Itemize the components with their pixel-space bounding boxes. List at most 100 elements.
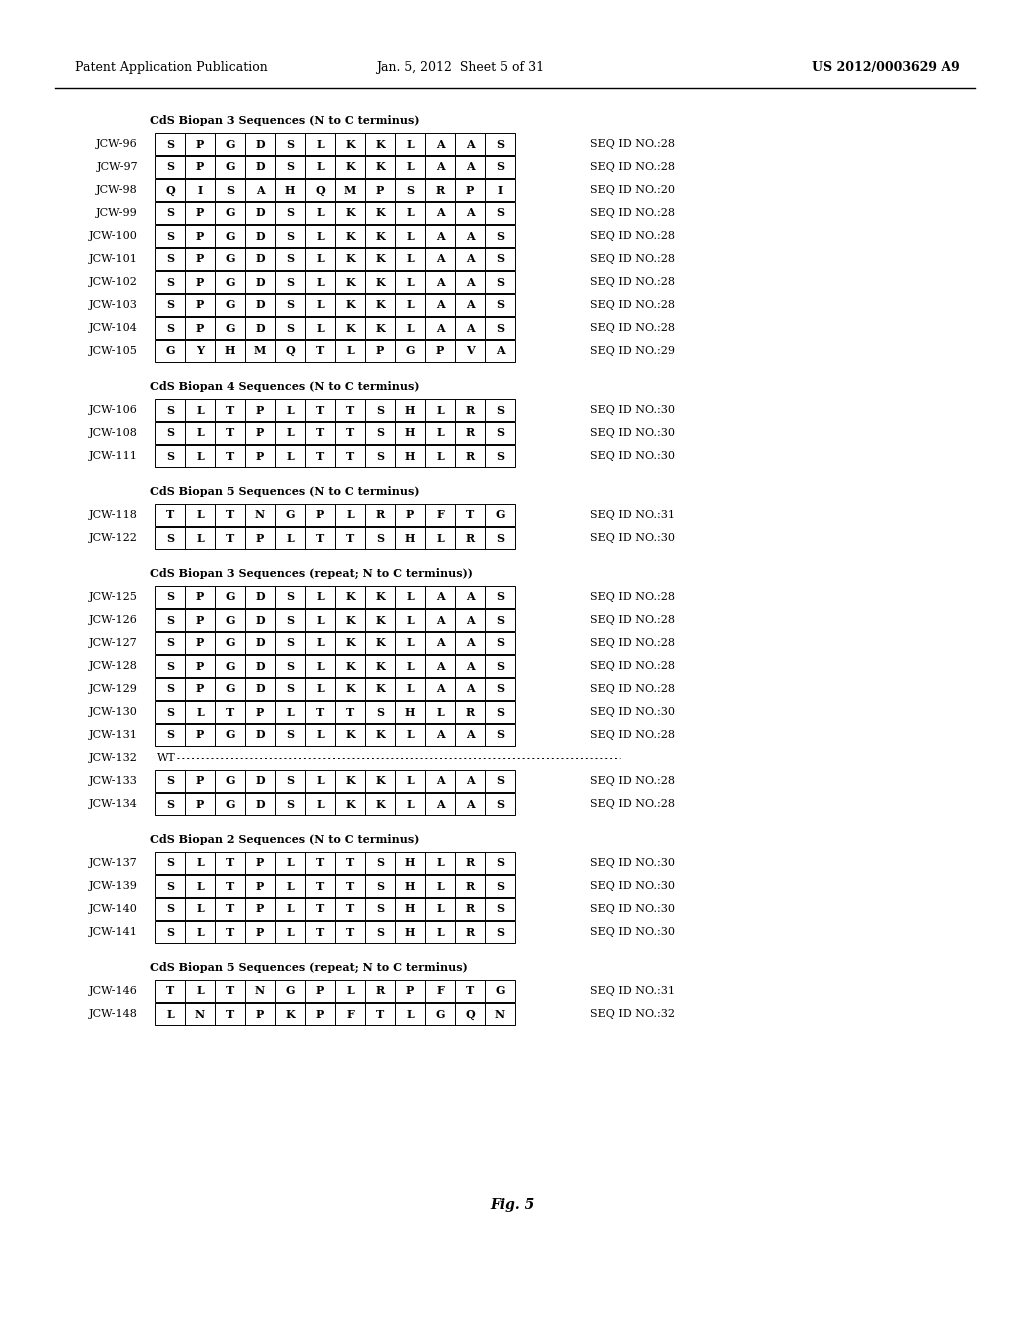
Text: SEQ ID NO.:20: SEQ ID NO.:20: [590, 185, 675, 195]
Bar: [305, 422, 335, 444]
Text: K: K: [375, 322, 385, 334]
Bar: [485, 248, 515, 271]
Text: S: S: [166, 231, 174, 242]
Bar: [455, 224, 485, 247]
Bar: [155, 701, 185, 723]
Bar: [185, 224, 215, 247]
Text: S: S: [496, 161, 504, 173]
Text: A: A: [466, 799, 474, 809]
Bar: [365, 341, 395, 362]
Text: S: S: [166, 903, 174, 915]
Text: S: S: [286, 300, 294, 310]
Text: CdS Biopan 3 Sequences (repeat; N to C terminus)): CdS Biopan 3 Sequences (repeat; N to C t…: [150, 568, 473, 579]
Bar: [155, 678, 185, 700]
Text: P: P: [196, 322, 204, 334]
Bar: [425, 1003, 455, 1026]
Bar: [275, 655, 305, 677]
Bar: [185, 632, 215, 653]
Text: SEQ ID NO.:30: SEQ ID NO.:30: [590, 405, 675, 414]
Bar: [275, 248, 305, 271]
Text: A: A: [466, 730, 474, 741]
Bar: [455, 271, 485, 293]
Text: S: S: [496, 730, 504, 741]
Bar: [155, 655, 185, 677]
Text: CdS Biopan 2 Sequences (N to C terminus): CdS Biopan 2 Sequences (N to C terminus): [150, 834, 420, 845]
Text: S: S: [166, 706, 174, 718]
Bar: [365, 271, 395, 293]
Bar: [215, 793, 245, 814]
Bar: [185, 898, 215, 920]
Text: G: G: [225, 253, 234, 264]
Bar: [305, 793, 335, 814]
Text: L: L: [407, 730, 414, 741]
Text: P: P: [196, 684, 204, 694]
Bar: [485, 701, 515, 723]
Text: R: R: [466, 706, 474, 718]
Text: T: T: [466, 510, 474, 520]
Text: H: H: [225, 346, 236, 356]
Text: H: H: [404, 404, 415, 416]
Text: T: T: [226, 404, 234, 416]
Bar: [305, 701, 335, 723]
Bar: [365, 586, 395, 609]
Bar: [395, 586, 425, 609]
Bar: [455, 399, 485, 421]
Bar: [215, 527, 245, 549]
Text: S: S: [166, 927, 174, 937]
Bar: [455, 875, 485, 898]
Text: S: S: [496, 776, 504, 787]
Text: H: H: [404, 858, 415, 869]
Bar: [185, 133, 215, 154]
Text: CdS Biopan 5 Sequences (repeat; N to C terminus): CdS Biopan 5 Sequences (repeat; N to C t…: [150, 962, 468, 973]
Bar: [365, 678, 395, 700]
Bar: [365, 979, 395, 1002]
Bar: [485, 632, 515, 653]
Bar: [305, 527, 335, 549]
Bar: [425, 586, 455, 609]
Text: G: G: [286, 986, 295, 997]
Text: SEQ ID NO.:28: SEQ ID NO.:28: [590, 300, 675, 310]
Bar: [155, 180, 185, 201]
Text: L: L: [286, 532, 294, 544]
Bar: [305, 632, 335, 653]
Bar: [275, 341, 305, 362]
Bar: [485, 445, 515, 467]
Bar: [245, 527, 275, 549]
Bar: [395, 341, 425, 362]
Bar: [155, 294, 185, 315]
Bar: [365, 1003, 395, 1026]
Bar: [185, 527, 215, 549]
Bar: [275, 224, 305, 247]
Text: A: A: [466, 300, 474, 310]
Text: K: K: [345, 638, 354, 648]
Text: P: P: [196, 207, 204, 219]
Text: Q: Q: [315, 185, 325, 195]
Bar: [185, 851, 215, 874]
Text: F: F: [436, 510, 444, 520]
Text: P: P: [196, 276, 204, 288]
Text: CdS Biopan 4 Sequences (N to C terminus): CdS Biopan 4 Sequences (N to C terminus): [150, 381, 420, 392]
Text: L: L: [316, 615, 324, 626]
Text: JCW-134: JCW-134: [89, 799, 138, 809]
Bar: [365, 875, 395, 898]
Bar: [245, 678, 275, 700]
Bar: [275, 586, 305, 609]
Text: S: S: [166, 276, 174, 288]
Text: P: P: [196, 300, 204, 310]
Bar: [245, 294, 275, 315]
Text: L: L: [286, 858, 294, 869]
Text: F: F: [346, 1008, 354, 1019]
Bar: [245, 723, 275, 746]
Text: L: L: [436, 858, 443, 869]
Text: T: T: [226, 986, 234, 997]
Bar: [215, 180, 245, 201]
Bar: [395, 399, 425, 421]
Bar: [425, 445, 455, 467]
Text: P: P: [196, 776, 204, 787]
Bar: [365, 632, 395, 653]
Text: A: A: [466, 253, 474, 264]
Bar: [185, 180, 215, 201]
Bar: [485, 678, 515, 700]
Text: L: L: [436, 450, 443, 462]
Text: L: L: [197, 706, 204, 718]
